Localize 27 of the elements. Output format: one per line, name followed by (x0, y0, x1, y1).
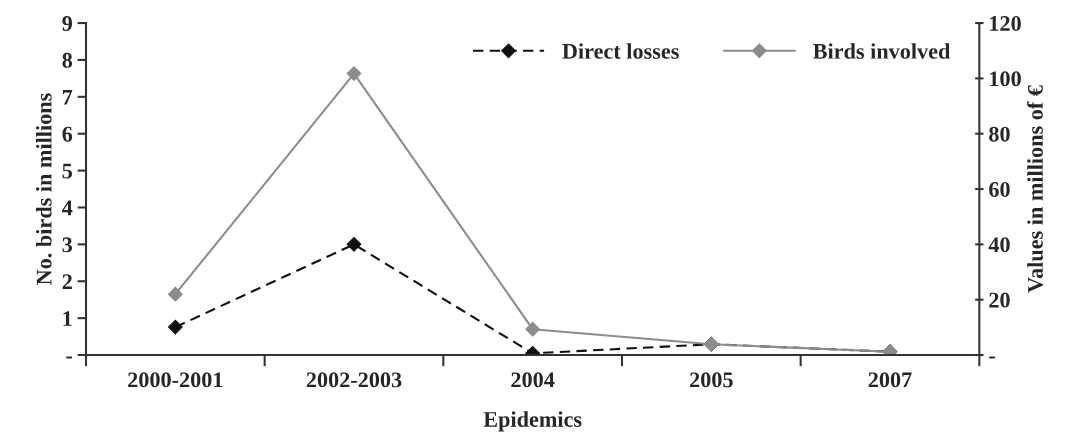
y-tick-label: 9 (62, 16, 72, 31)
x-tick-label: 2000-2001 (128, 372, 223, 388)
y-tick-label: 7 (62, 89, 73, 105)
y2-axis-title: Values in millions of € (1027, 85, 1043, 293)
y2-tick-label: 60 (989, 181, 1010, 197)
y2-tick-label: 120 (990, 15, 1021, 31)
x-tick-label: 2002-2003 (306, 372, 402, 388)
y-tick-label: 8 (62, 52, 73, 68)
x-tick-label: 2005 (690, 372, 733, 388)
y-tick-label: 4 (62, 200, 73, 216)
y-tick-label: 6 (62, 126, 73, 142)
y-tick-label: 1 (63, 311, 72, 326)
legend-label: Direct losses (562, 43, 679, 59)
y2-tick-label: 100 (990, 71, 1021, 87)
y2-tick-label: 40 (988, 237, 1010, 253)
y-tick-label: 5 (62, 163, 72, 179)
legend-label: Birds involved (813, 43, 951, 59)
y2-tick-label: 20 (989, 292, 1010, 308)
x-axis-title: Epidemics (483, 411, 582, 432)
y-tick-label: - (66, 356, 72, 359)
y2-tick-label: - (989, 356, 995, 359)
y-tick-label: 3 (62, 237, 73, 253)
y-tick-label: 2 (62, 274, 72, 289)
x-tick-label: 2007 (868, 372, 912, 388)
x-tick-label: 2004 (511, 372, 555, 388)
y-axis-title: No. birds in millions (35, 93, 52, 285)
y2-tick-label: 80 (989, 126, 1010, 142)
